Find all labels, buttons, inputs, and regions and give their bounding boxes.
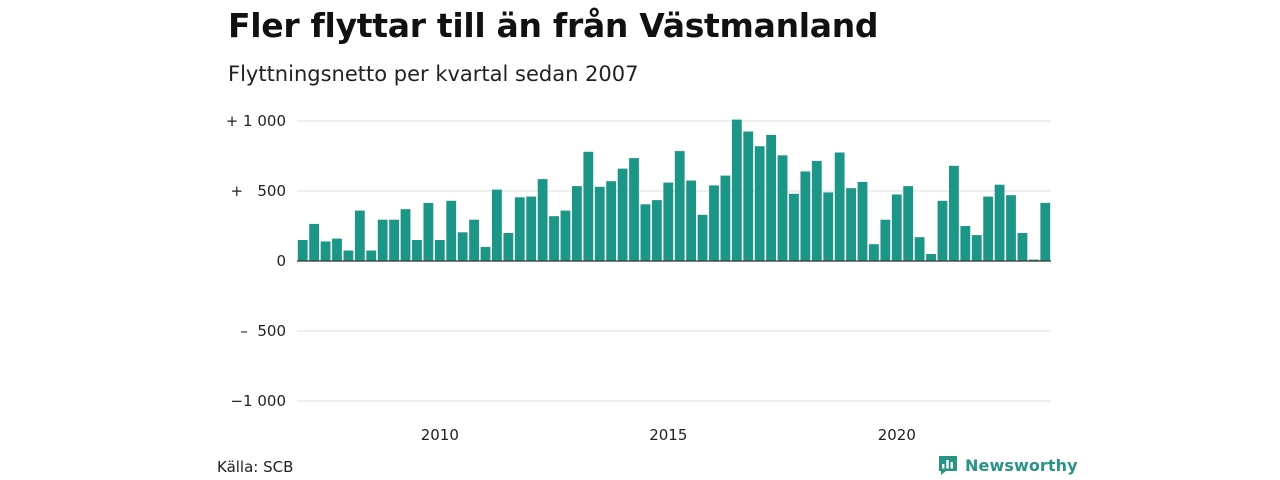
bar [354,210,365,261]
chart-title: Fler flyttar till än från Västmanland [228,6,879,45]
bar [492,189,502,261]
bar [891,194,902,261]
bar [777,155,788,261]
bar [332,238,342,261]
bar [983,196,994,261]
bar [674,151,685,261]
bar [880,219,891,261]
bar [617,168,628,261]
bar [446,200,457,261]
x-axis-labels: 2010 2015 2020 [421,426,916,444]
y-tick-label: −1 000 [230,392,286,410]
y-tick-label: + 500 [230,182,286,200]
bar [754,146,765,261]
bar-chart-icon [939,456,957,475]
bar [1028,259,1039,261]
bar [503,233,514,261]
bar [869,244,879,261]
bar [720,175,731,261]
bar [686,180,697,261]
x-tick-label: 2010 [421,426,459,444]
bar [400,209,411,261]
bar [377,219,388,261]
source-note: Källa: SCB [217,458,294,476]
bar [994,184,1005,261]
bar [297,240,308,261]
bar [663,182,674,261]
bars [297,119,1051,261]
bar [1006,195,1016,261]
chart-subtitle: Flyttningsnetto per kvartal sedan 2007 [228,62,639,86]
bar [1040,202,1051,261]
bar [629,158,639,261]
newsworthy-logo: Newsworthy [937,454,1078,476]
brand-name: Newsworthy [965,455,1078,475]
bar [1017,233,1028,261]
bar [937,200,948,261]
bar [948,165,959,261]
bar [514,197,525,261]
bar [960,226,971,261]
bar [743,131,754,261]
bar [320,241,331,261]
bar [412,240,422,261]
bar [857,181,868,261]
bar [971,235,982,261]
bar [537,179,548,261]
bar [366,250,377,261]
bar [343,250,354,261]
bar [926,254,936,261]
bar [640,204,651,261]
bar [789,193,799,261]
bar [697,214,708,261]
bar [583,151,594,261]
bar [811,160,822,261]
bar [800,171,811,261]
bar [823,192,834,261]
bar [834,152,845,261]
bar [434,240,445,261]
bar [651,200,662,261]
x-tick-label: 2015 [649,426,687,444]
bar [766,135,777,261]
bar [731,119,742,261]
y-axis-labels: + 1 000 + 500 0 – 500 −1 000 [226,112,286,410]
bar [469,219,479,261]
bar [606,181,617,261]
bar [560,210,571,261]
bar [914,237,925,261]
y-tick-label: 0 [276,252,286,270]
y-tick-label: – 500 [240,322,286,340]
bar [526,196,537,261]
bar [480,247,491,261]
bar [571,186,582,261]
bar [423,202,434,261]
bar [846,188,856,261]
bar [309,223,320,261]
bar [903,186,914,261]
y-tick-label: + 1 000 [226,112,286,130]
bar [709,185,719,261]
x-tick-label: 2020 [878,426,916,444]
bar [389,219,400,261]
bar [594,186,605,261]
bar [549,216,559,261]
bar [457,232,468,261]
